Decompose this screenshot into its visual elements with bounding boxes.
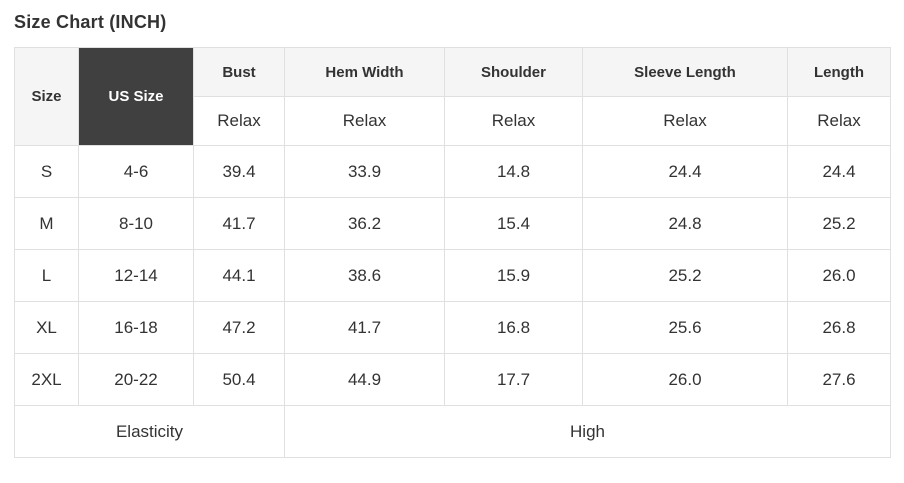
- length-value: 27.6: [787, 353, 891, 406]
- table-row-2xl: 2XL 20-22 50.4 44.9 17.7 26.0 27.6: [14, 353, 891, 406]
- sleeve-length-value: 24.4: [582, 145, 788, 198]
- table-row-m: M 8-10 41.7 36.2 15.4 24.8 25.2: [14, 197, 891, 250]
- us-size-value: 12-14: [78, 249, 194, 302]
- length-value: 26.0: [787, 249, 891, 302]
- length-value: 25.2: [787, 197, 891, 250]
- fit-bust: Relax: [193, 96, 285, 146]
- fit-sleeve-length: Relax: [582, 96, 788, 146]
- shoulder-value: 16.8: [444, 301, 583, 354]
- sleeve-length-value: 26.0: [582, 353, 788, 406]
- fit-shoulder: Relax: [444, 96, 583, 146]
- shoulder-value: 14.8: [444, 145, 583, 198]
- size-label: 2XL: [14, 353, 79, 406]
- table-row-l: L 12-14 44.1 38.6 15.9 25.2 26.0: [14, 249, 891, 302]
- table-row-s: S 4-6 39.4 33.9 14.8 24.4 24.4: [14, 145, 891, 198]
- bust-value: 47.2: [193, 301, 285, 354]
- page-title: Size Chart (INCH): [14, 12, 167, 32]
- table-row-xl: XL 16-18 47.2 41.7 16.8 25.6 26.8: [14, 301, 891, 354]
- us-size-value: 4-6: [78, 145, 194, 198]
- hem-width-value: 44.9: [284, 353, 445, 406]
- header-us-size: US Size: [78, 47, 194, 146]
- bust-value: 39.4: [193, 145, 285, 198]
- hem-width-value: 41.7: [284, 301, 445, 354]
- us-size-value: 8-10: [78, 197, 194, 250]
- length-value: 24.4: [787, 145, 891, 198]
- us-size-value: 16-18: [78, 301, 194, 354]
- sleeve-length-value: 25.2: [582, 249, 788, 302]
- sleeve-length-value: 25.6: [582, 301, 788, 354]
- hem-width-value: 36.2: [284, 197, 445, 250]
- sleeve-length-value: 24.8: [582, 197, 788, 250]
- fit-hem-width: Relax: [284, 96, 445, 146]
- shoulder-value: 15.4: [444, 197, 583, 250]
- header-length: Length: [787, 47, 891, 97]
- header-size: Size: [14, 47, 79, 146]
- size-label: M: [14, 197, 79, 250]
- header-sleeve-length: Sleeve Length: [582, 47, 788, 97]
- bust-value: 41.7: [193, 197, 285, 250]
- header-shoulder: Shoulder: [444, 47, 583, 97]
- hem-width-value: 33.9: [284, 145, 445, 198]
- size-label: L: [14, 249, 79, 302]
- size-label: S: [14, 145, 79, 198]
- shoulder-value: 17.7: [444, 353, 583, 406]
- us-size-value: 20-22: [78, 353, 194, 406]
- header-row-1: Size US Size Bust Hem Width Shoulder Sle…: [14, 47, 891, 146]
- fit-length: Relax: [787, 96, 891, 146]
- length-value: 26.8: [787, 301, 891, 354]
- bust-value: 44.1: [193, 249, 285, 302]
- size-chart-table: Size US Size Bust Hem Width Shoulder Sle…: [14, 47, 891, 458]
- header-bust: Bust: [193, 47, 285, 97]
- elasticity-label: Elasticity: [14, 405, 285, 458]
- header-hem-width: Hem Width: [284, 47, 445, 97]
- elasticity-value: High: [284, 405, 891, 458]
- hem-width-value: 38.6: [284, 249, 445, 302]
- shoulder-value: 15.9: [444, 249, 583, 302]
- size-label: XL: [14, 301, 79, 354]
- elasticity-row: Elasticity High: [14, 405, 891, 458]
- bust-value: 50.4: [193, 353, 285, 406]
- header-row-2: Relax Relax Relax Relax Relax: [15, 96, 891, 146]
